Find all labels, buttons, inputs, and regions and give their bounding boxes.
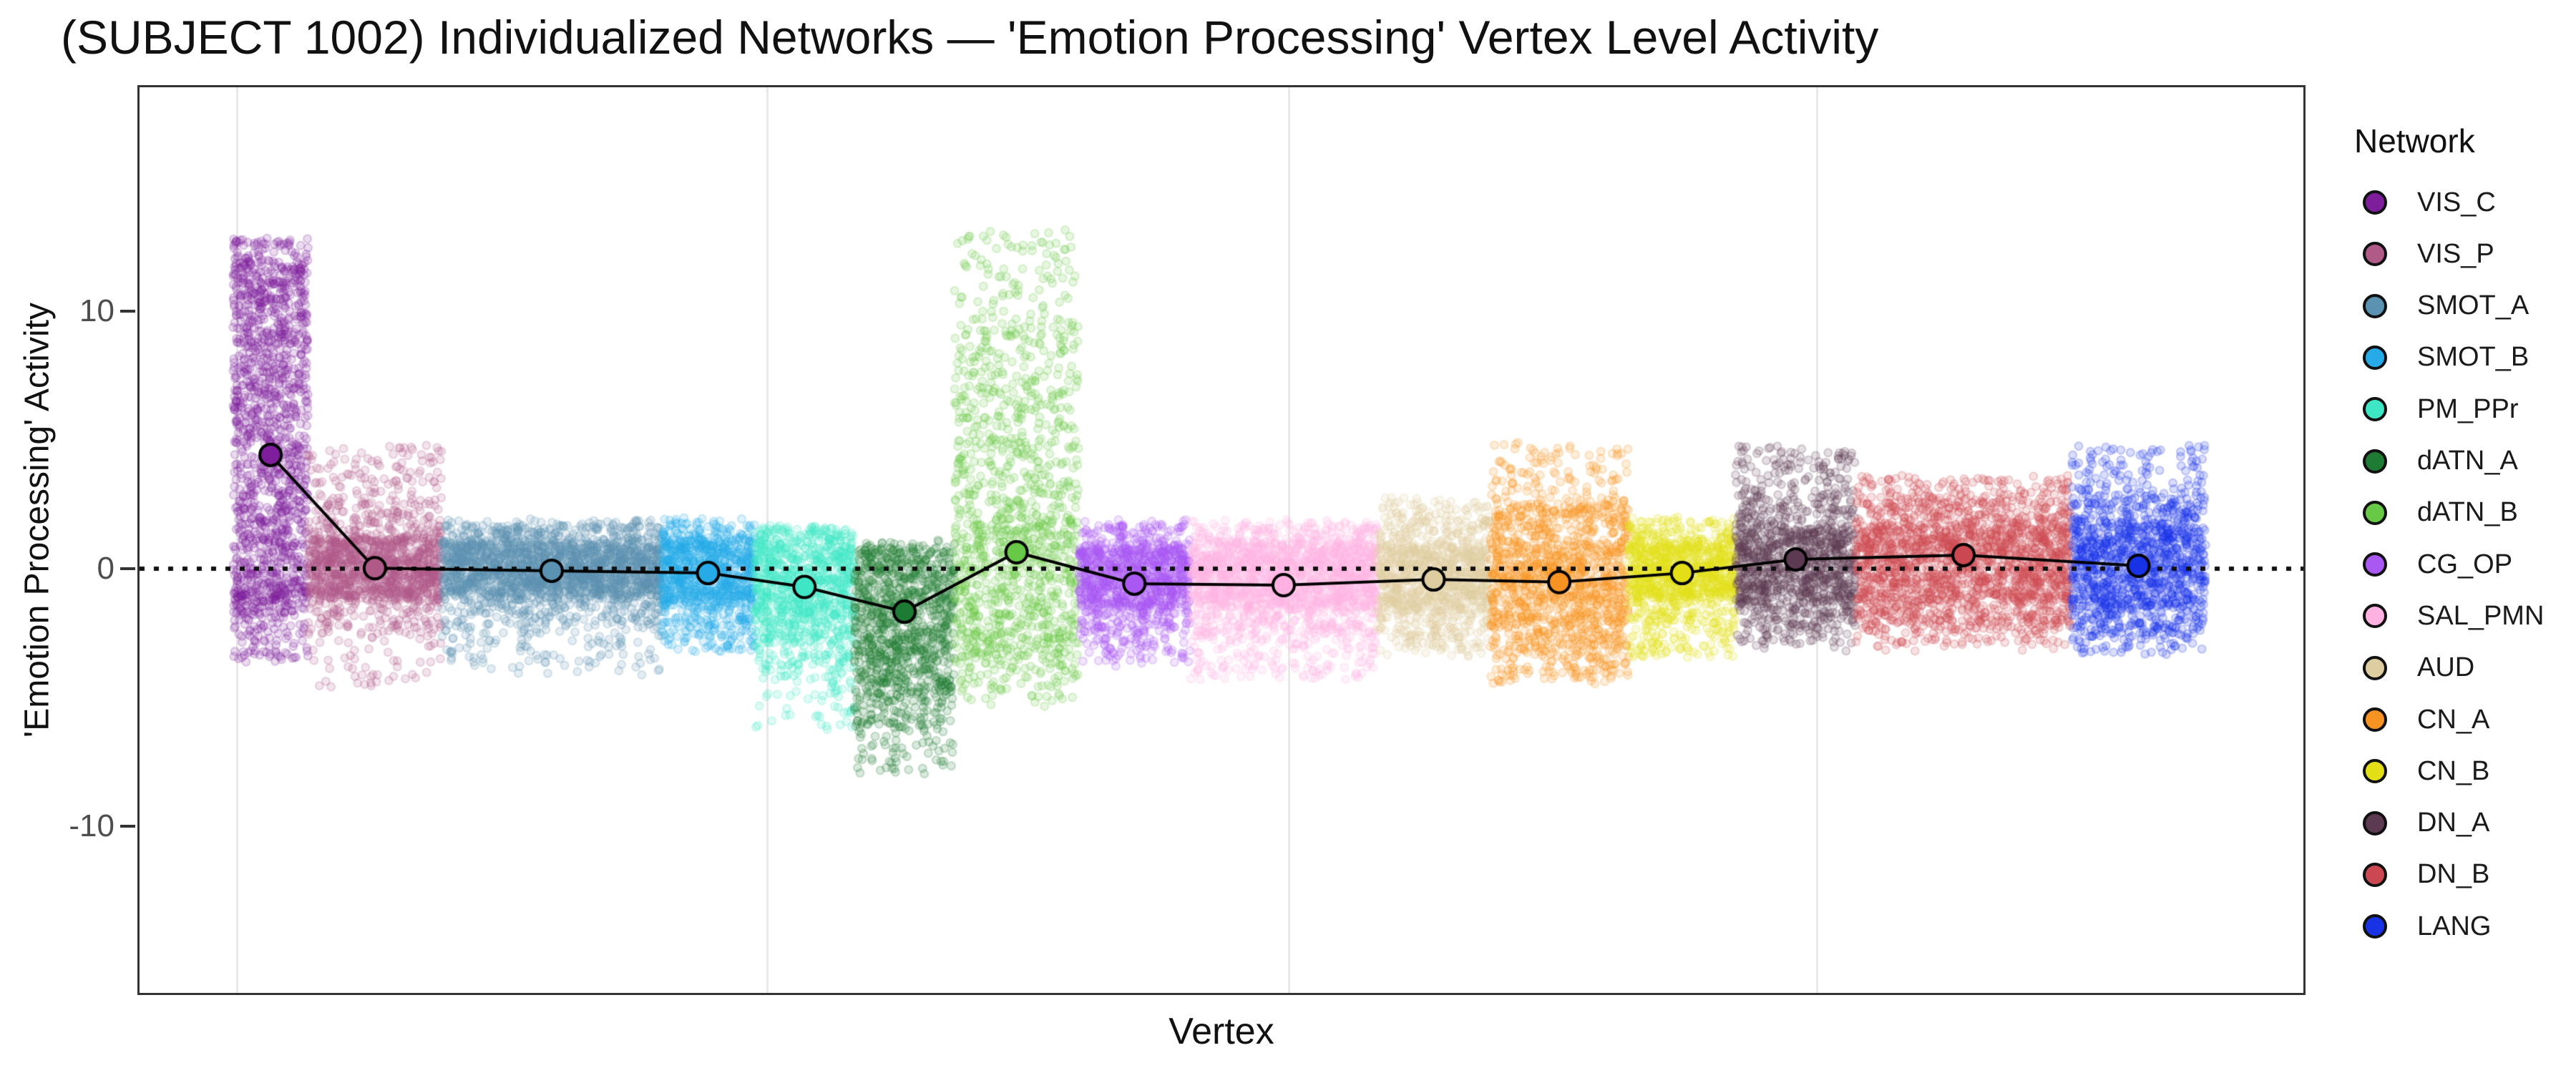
scatter-plot-canvas	[140, 87, 2303, 993]
legend-item-label: DN_A	[2417, 808, 2490, 838]
legend-item-SMOT_B: SMOT_B	[2354, 336, 2529, 379]
legend-item-AUD: AUD	[2354, 647, 2474, 690]
page-title: (SUBJECT 1002) Individualized Networks —…	[61, 11, 1879, 64]
legend-item-label: VIS_C	[2417, 187, 2496, 217]
legend-key-circle-icon	[2363, 759, 2387, 784]
legend-item-VIS_C: VIS_C	[2354, 181, 2496, 224]
legend-item-LANG: LANG	[2354, 905, 2491, 948]
y-tick-mark	[120, 825, 135, 828]
legend-item-label: AUD	[2417, 652, 2475, 683]
legend-item-CN_B: CN_B	[2354, 750, 2489, 793]
y-axis-label: 'Emotion Processing' Activity	[18, 303, 57, 738]
legend-item-dATN_B: dATN_B	[2354, 491, 2518, 534]
legend-item-CG_OP: CG_OP	[2354, 543, 2512, 586]
y-tick-mark	[120, 310, 135, 313]
legend-key-circle-icon	[2363, 604, 2387, 629]
legend-key-circle-icon	[2363, 914, 2387, 939]
legend-item-label: SAL_PMN	[2417, 600, 2545, 631]
legend-item-dATN_A: dATN_A	[2354, 440, 2518, 483]
legend-item-label: CG_OP	[2417, 549, 2513, 579]
legend-item-label: PM_PPr	[2417, 393, 2519, 424]
legend-key-circle-icon	[2363, 397, 2387, 422]
legend-item-VIS_P: VIS_P	[2354, 232, 2494, 275]
legend-item-SAL_PMN: SAL_PMN	[2354, 594, 2544, 637]
legend-item-label: CN_B	[2417, 755, 2490, 786]
legend-key-circle-icon	[2363, 707, 2387, 732]
legend-item-label: SMOT_B	[2417, 342, 2529, 373]
y-tick-label: 0	[97, 551, 114, 586]
legend-key-circle-icon	[2363, 345, 2387, 370]
x-axis-label: Vertex	[1169, 1011, 1274, 1052]
y-tick-label: 10	[79, 293, 114, 328]
y-tick-mark	[120, 567, 135, 570]
legend-key-circle-icon	[2363, 862, 2387, 887]
legend-item-label: LANG	[2417, 911, 2492, 941]
legend-key-circle-icon	[2363, 293, 2387, 318]
legend-item-DN_B: DN_B	[2354, 853, 2489, 896]
legend-item-label: CN_A	[2417, 704, 2490, 735]
legend-key-circle-icon	[2363, 655, 2387, 680]
legend-key-circle-icon	[2363, 552, 2387, 577]
legend-key-circle-icon	[2363, 449, 2387, 474]
legend-item-label: dATN_B	[2417, 497, 2518, 528]
legend-key-circle-icon	[2363, 242, 2387, 267]
legend-item-CN_A: CN_A	[2354, 698, 2489, 741]
y-tick-label: -10	[69, 808, 114, 843]
legend-item-DN_A: DN_A	[2354, 802, 2489, 845]
legend-item-label: dATN_A	[2417, 446, 2518, 476]
legend-item-label: VIS_P	[2417, 238, 2494, 269]
legend-item-label: DN_B	[2417, 859, 2490, 890]
legend-key-circle-icon	[2363, 500, 2387, 525]
plot-panel	[137, 85, 2306, 995]
legend-item-PM_PPr: PM_PPr	[2354, 388, 2518, 431]
legend-key-circle-icon	[2363, 810, 2387, 836]
legend-item-label: SMOT_A	[2417, 290, 2529, 321]
legend-item-SMOT_A: SMOT_A	[2354, 285, 2529, 328]
legend: Network VIS_C VIS_P SMOT_A SMOT_B PM_PPr dATN…	[2354, 122, 2576, 941]
legend-title: Network	[2354, 122, 2475, 160]
legend-key-circle-icon	[2363, 190, 2387, 215]
